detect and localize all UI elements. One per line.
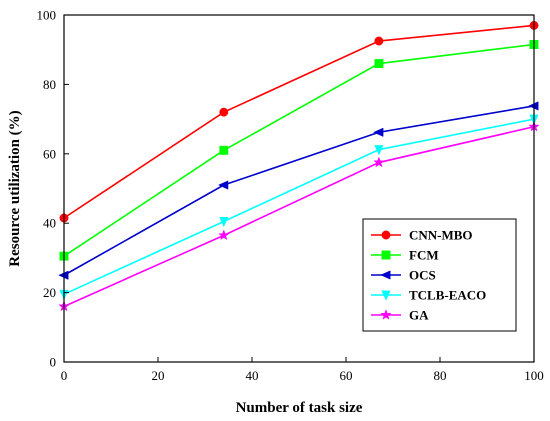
point-ocs-2 (373, 127, 384, 137)
y-tick-label-5: 100 (37, 8, 57, 23)
series-cnn-mbo (59, 20, 539, 223)
series-line-ga (63, 125, 535, 308)
legend-marker-tclb-eaco (381, 290, 391, 301)
legend-label-ocs: OCS (409, 268, 436, 283)
legend-marker-ga (380, 309, 392, 320)
x-axis-title: Number of task size (236, 400, 363, 416)
legend-label-cnn-mbo: CNN-MBO (409, 228, 473, 243)
x-tick-label-4: 80 (434, 368, 447, 383)
legend-label-fcm: FCM (409, 248, 439, 263)
legend-item-fcm: FCM (371, 248, 439, 263)
legend-item-ocs: OCS (371, 268, 436, 283)
legend-item-ga: GA (371, 308, 429, 323)
legend-marker-ocs (380, 270, 391, 280)
x-tick-label-0: 0 (61, 368, 68, 383)
x-tick-label-5: 100 (524, 368, 544, 383)
series-line-cnn-mbo (63, 24, 535, 219)
y-tick-label-4: 80 (43, 77, 56, 92)
legend-item-cnn-mbo: CNN-MBO (371, 228, 473, 243)
x-tick-label-1: 20 (152, 368, 165, 383)
point-cnn-mbo-2 (374, 36, 384, 46)
point-ga-2 (373, 156, 385, 168)
point-fcm-2 (374, 59, 384, 69)
x-tick-label-2: 40 (246, 368, 259, 383)
point-cnn-mbo-1 (219, 107, 229, 117)
series-line-fcm (63, 43, 535, 257)
series-line-tclb-eaco (63, 118, 535, 296)
y-tick-label-2: 40 (43, 216, 56, 231)
plot-frame (63, 14, 535, 363)
axes-layer: 0 20 40 60 80 100 0 20 40 60 80 100 (37, 8, 544, 384)
y-tick-label-3: 60 (43, 146, 56, 161)
legend-label-tclb-eaco: TCLB-EACO (409, 288, 486, 303)
legend-label-ga: GA (409, 308, 429, 323)
point-ocs-1 (217, 180, 229, 190)
point-tclb-eaco-2 (374, 145, 384, 156)
series-line-ocs (63, 105, 535, 276)
legend-marker-cnn-mbo (381, 230, 391, 240)
y-tick-label-0: 0 (50, 355, 57, 370)
legend-marker-fcm (381, 250, 391, 260)
y-axis-title: Resource utilization (%) (7, 110, 23, 266)
legend: CNN-MBO FCM OCS TCLB-EACO GA (362, 218, 517, 332)
point-ga-1 (218, 229, 230, 241)
legend-item-tclb-eaco: TCLB-EACO (371, 288, 486, 303)
point-tclb-eaco-1 (219, 217, 229, 228)
point-fcm-1 (219, 145, 229, 155)
x-tick-label-3: 60 (340, 368, 353, 383)
y-tick-label-1: 20 (43, 285, 56, 300)
